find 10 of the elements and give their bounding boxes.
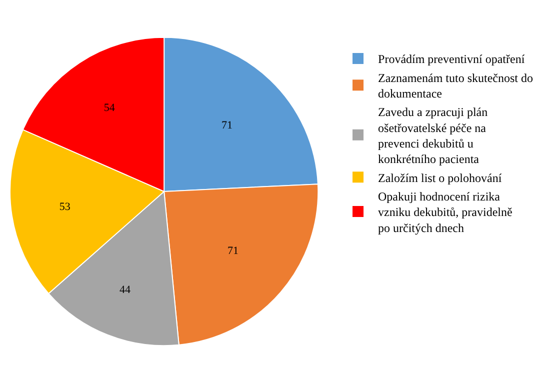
legend-label: Zaznamenám tuto skutečnost do dokumentace — [378, 70, 533, 101]
data-label: 54 — [104, 102, 116, 114]
legend-label: Provádím preventivní opatření — [378, 52, 526, 66]
data-label: 44 — [119, 284, 131, 296]
data-label: 71 — [221, 119, 232, 132]
legend-label: Založím list o polohování — [378, 170, 502, 185]
data-label: 71 — [228, 245, 239, 258]
data-label: 53 — [59, 201, 71, 214]
legend-label: Zavedu a zpracuji plán ošetřovatelské péče na prevenci dekubitů u konkrétního pacienta — [378, 105, 488, 166]
legend-label: Opakuji hodnocení rizika vzniku dekubitů, pravidelně po určitých dnech — [378, 190, 512, 235]
